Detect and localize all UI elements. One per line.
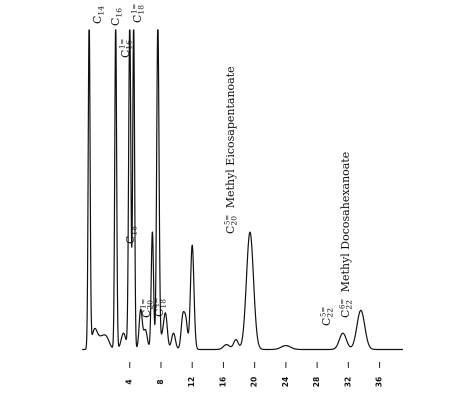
peak-label-c14: C14 [91,6,106,24]
peak-label-main: C [153,309,166,317]
x-tick-label: 4 [125,379,134,384]
peak-label-sup: 1= [119,39,127,49]
x-tick-label: 12 [187,377,196,387]
peak-label-name: Methyl Docosahexanoate [339,152,352,296]
peak-label-sub: 18 [130,226,139,236]
peak-label-main: C [339,310,352,318]
peak-label-sub: 20 [230,216,239,226]
x-tick-label: 8 [156,379,165,384]
peak-label-sup: 6= [339,299,347,309]
x-axis: 4 8 12 16 20 24 28 32 36 [125,362,384,387]
peak-label-sub: 16 [125,40,134,50]
peak-label-c16-1: C161= [119,39,134,58]
peak-label-c18: C18 [124,226,139,244]
peak-label-sub: 22 [326,308,335,318]
x-tick-label: 28 [312,377,321,387]
peak-label-main: C [140,310,153,318]
x-tick-label: 24 [281,377,290,387]
peak-label-main: C [224,226,237,234]
peak-label-c20-1: C201= [140,299,155,318]
peak-label-sub: 22 [345,300,354,310]
peak-label-c22-6: C226= Methyl Docosahexanoate [339,152,354,318]
peak-label-sub: 18 [159,299,168,309]
chromatogram-trace-group [81,29,404,351]
peak-label-main: C [91,16,104,24]
peak-label-main: C [124,236,137,244]
peak-label-sub: 18 [137,5,146,15]
chromatogram-trace [81,29,404,351]
peak-label-sup: 1= [140,299,148,309]
x-tick-label: 32 [343,377,352,387]
peak-label-name: Methyl Eicosapentanoate [224,66,237,211]
peak-label-main: C [320,318,333,326]
peak-label-sub: 16 [115,8,124,18]
peak-label-c18-1: C181= [131,4,146,23]
peak-label-main: C [119,50,132,58]
peak-label-c20-5: C205= Methyl Eicosapentanoate [224,66,239,234]
peak-label-sub: 20 [146,300,155,310]
peak-label-c16: C16 [109,8,124,26]
peak-label-main: C [131,15,144,23]
peak-label-main: C [109,18,122,26]
x-tick-label: 36 [375,377,384,387]
peak-label-sup: 1= [131,4,139,14]
peak-label-sub: 14 [97,6,106,16]
x-tick-label: 16 [218,377,227,387]
peak-label-sup: 5= [320,307,328,317]
peak-label-c22-5: C225= [320,307,335,326]
peak-label-sup: 5= [224,215,232,225]
peak-label-c18-4: C184= [153,298,168,317]
x-tick-label: 20 [250,377,259,387]
peak-label-sup: 4= [153,298,161,308]
